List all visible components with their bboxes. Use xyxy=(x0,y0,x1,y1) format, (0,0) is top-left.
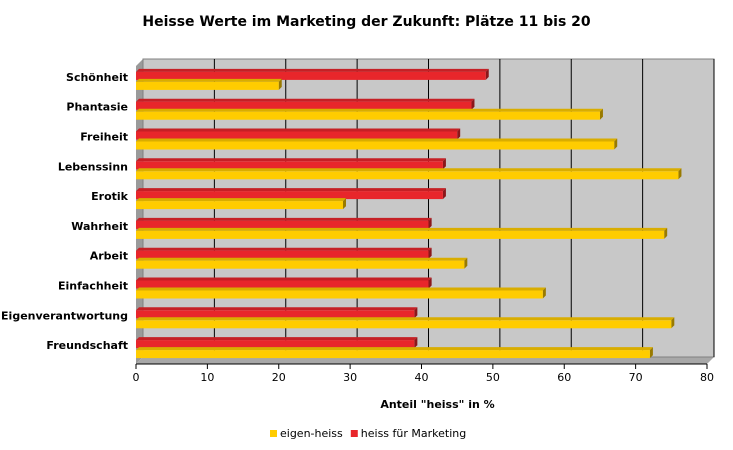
bar-heiss-fuer-marketing xyxy=(136,247,432,259)
bar-eigen-heiss xyxy=(136,347,653,359)
bar-eigen-heiss xyxy=(136,287,546,299)
x-tick-label: 60 xyxy=(557,371,571,384)
x-tick-label: 0 xyxy=(133,371,140,384)
x-axis-title: Anteil "heiss" in % xyxy=(380,398,494,411)
bar-heiss-fuer-marketing xyxy=(136,128,461,140)
bar-eigen-heiss xyxy=(136,198,346,210)
bar-eigen-heiss xyxy=(136,108,603,120)
x-tick-label: 10 xyxy=(200,371,214,384)
x-tick-label: 40 xyxy=(415,371,429,384)
category-label: Wahrheit xyxy=(71,220,128,233)
category-label: Lebenssinn xyxy=(58,160,128,173)
x-tick-label: 30 xyxy=(343,371,357,384)
bar-heiss-fuer-marketing xyxy=(136,277,432,289)
bar-eigen-heiss xyxy=(136,168,682,180)
bar-heiss-fuer-marketing xyxy=(136,68,489,80)
category-label: Freundschaft xyxy=(46,339,128,352)
bar-heiss-fuer-marketing xyxy=(136,337,418,349)
bar-eigen-heiss xyxy=(136,138,618,150)
category-label: Freiheit xyxy=(80,131,128,144)
category-label: Schönheit xyxy=(66,71,128,84)
bar-heiss-fuer-marketing xyxy=(136,307,418,319)
bar-heiss-fuer-marketing xyxy=(136,158,446,170)
legend-swatch xyxy=(350,430,358,437)
bar-eigen-heiss xyxy=(136,317,675,329)
legend-label: eigen-heiss xyxy=(280,427,343,440)
bar-eigen-heiss xyxy=(136,78,282,90)
legend-swatch xyxy=(270,430,277,437)
bar-eigen-heiss xyxy=(136,227,668,239)
legend-item: heiss für Marketing xyxy=(350,427,466,440)
category-label: Erotik xyxy=(91,190,129,203)
x-tick-label: 80 xyxy=(700,371,714,384)
x-tick-label: 70 xyxy=(629,371,643,384)
category-label: Phantasie xyxy=(66,101,128,114)
x-axis-ticks: 0 10 20 30 40 50 60 70 80 xyxy=(133,364,714,384)
floor xyxy=(136,357,714,364)
bar-heiss-fuer-marketing xyxy=(136,188,446,200)
legend-label: heiss für Marketing xyxy=(361,427,466,440)
bar-heiss-fuer-marketing xyxy=(136,98,475,110)
x-tick-label: 20 xyxy=(272,371,286,384)
category-label: Arbeit xyxy=(90,250,128,263)
x-tick-label: 50 xyxy=(486,371,500,384)
bar-heiss-fuer-marketing xyxy=(136,217,432,229)
legend: eigen-heiss heiss für Marketing xyxy=(270,427,466,440)
chart-title: Heisse Werte im Marketing der Zukunft: P… xyxy=(142,14,591,30)
category-labels: Schönheit Phantasie Freiheit Lebenssinn Erot… xyxy=(1,71,129,352)
category-label: Eigenverantwortung xyxy=(1,309,128,322)
category-label: Einfachheit xyxy=(58,280,128,293)
bar-eigen-heiss xyxy=(136,257,468,269)
bars xyxy=(136,68,682,359)
legend-item: eigen-heiss xyxy=(270,427,343,440)
